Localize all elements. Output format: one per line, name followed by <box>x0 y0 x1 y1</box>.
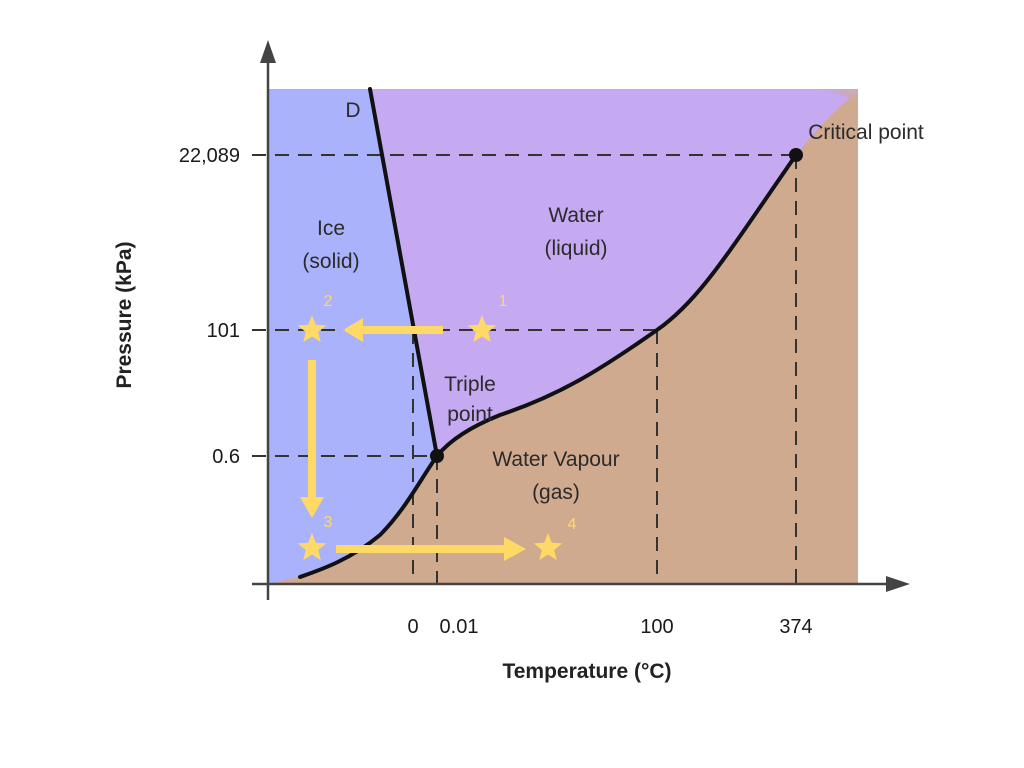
star-4 <box>533 533 563 561</box>
x-axis-title: Temperature (°C) <box>502 660 671 683</box>
triple-point-label-line1: Triple <box>444 373 496 396</box>
y-axis-title: Pressure (kPa) <box>113 241 136 388</box>
vapour-label-line1: Water Vapour <box>492 448 619 471</box>
water-label-line1: Water <box>548 204 603 227</box>
phase-boundaries <box>298 87 798 579</box>
x-tick-100: 100 <box>640 616 673 638</box>
y-tick-101: 101 <box>207 320 240 342</box>
critical-point-label: Critical point <box>808 121 924 144</box>
path-arrows <box>300 318 526 561</box>
vapour-label-line2: (gas) <box>532 481 580 504</box>
x-tick-0: 0 <box>407 616 418 638</box>
curve-label-d: D <box>345 99 360 122</box>
ice-label-line2: (solid) <box>302 250 359 273</box>
star-2 <box>297 315 327 343</box>
y-tick-22089: 22,089 <box>179 145 240 167</box>
triple-point-dot <box>430 449 444 463</box>
x-tick-374: 374 <box>779 616 812 638</box>
triple-point-label-line2: point <box>447 403 493 426</box>
arrow-1-to-2 <box>343 318 443 342</box>
axes <box>252 62 888 600</box>
melting-curve <box>368 87 439 458</box>
star-2-number: 2 <box>324 293 333 310</box>
critical-point-dot <box>789 148 803 162</box>
star-3 <box>297 533 327 561</box>
y-axis-arrow <box>260 40 276 63</box>
guide-lines <box>252 154 797 584</box>
star-1 <box>467 315 497 343</box>
arrow-2-to-3 <box>300 360 324 518</box>
liquid-region <box>370 89 858 456</box>
x-tick-0-01: 0.01 <box>440 616 479 638</box>
sublimation-curve <box>298 454 439 579</box>
vaporization-curve <box>435 153 798 458</box>
x-axis-arrow <box>886 576 910 592</box>
star-3-number: 3 <box>324 514 333 531</box>
arrow-3-to-4 <box>336 537 526 561</box>
water-label-line2: (liquid) <box>544 237 607 260</box>
path-stars <box>297 315 563 561</box>
star-4-number: 4 <box>568 516 577 533</box>
ice-label-line1: Ice <box>317 217 345 240</box>
y-tick-0-6: 0.6 <box>212 446 240 468</box>
star-1-number: 1 <box>499 293 508 310</box>
critical-fade <box>820 89 858 100</box>
